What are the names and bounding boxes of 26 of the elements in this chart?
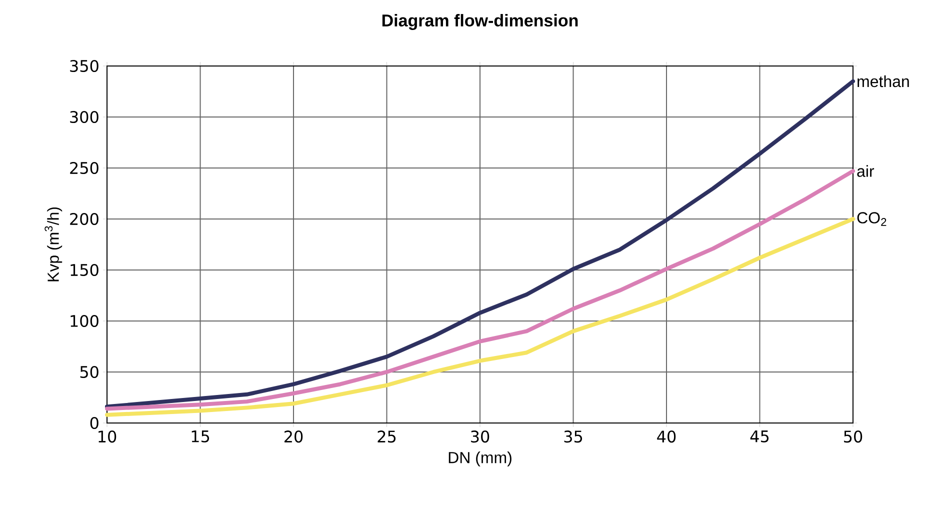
x-tick-label: 15 bbox=[192, 430, 210, 442]
chart-title: Diagram flow-dimension bbox=[382, 14, 578, 30]
x-tick-label: 35 bbox=[564, 430, 582, 443]
y-tick-label: 250 bbox=[70, 162, 98, 174]
x-tick-label: 10 bbox=[98, 430, 116, 443]
series-label: CO$_{2}$ bbox=[857, 212, 886, 226]
x-tick-label: 45 bbox=[750, 430, 769, 442]
y-tick-label: 0 bbox=[90, 416, 98, 430]
y-tick-label: 300 bbox=[70, 110, 98, 124]
series-label: methan bbox=[858, 75, 909, 88]
x-tick-label: 20 bbox=[284, 430, 303, 443]
line-series bbox=[105, 216, 855, 417]
line-series bbox=[105, 169, 855, 411]
line-series bbox=[105, 79, 855, 409]
x-tick-label: 30 bbox=[471, 430, 490, 443]
y-axis-title: Kvp (m$^{3}$/h) bbox=[44, 207, 62, 282]
y-tick-label: 50 bbox=[80, 366, 98, 378]
x-tick-label: 25 bbox=[378, 430, 396, 443]
x-tick-label: 40 bbox=[657, 430, 676, 443]
y-tick-label: 200 bbox=[70, 212, 98, 226]
y-tick-label: 350 bbox=[70, 60, 98, 72]
series-label: air bbox=[857, 165, 874, 177]
x-axis-title: DN (mm) bbox=[448, 451, 512, 466]
y-tick-label: 100 bbox=[70, 314, 98, 328]
x-tick-label: 50 bbox=[844, 430, 862, 443]
y-tick-label: 150 bbox=[70, 264, 98, 276]
